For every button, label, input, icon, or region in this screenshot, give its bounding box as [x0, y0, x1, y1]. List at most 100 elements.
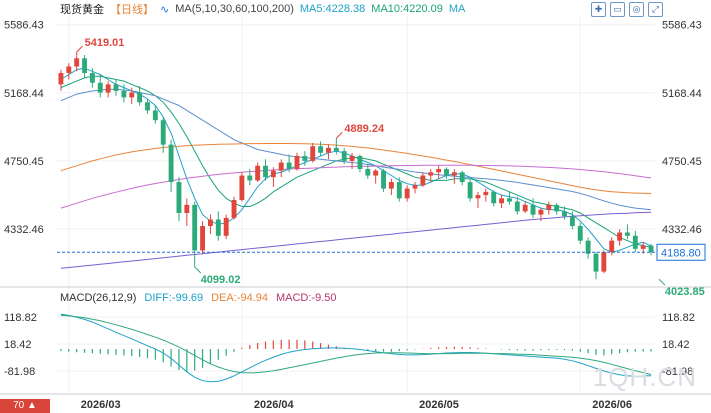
- candle-body: [601, 252, 607, 272]
- candle-body: [381, 170, 386, 189]
- price-panel-header: 现货黄金 【日线】 ∿ MA(5,10,30,60,100,200) MA5:4…: [60, 2, 465, 16]
- candle-body: [632, 235, 638, 249]
- candle-body: [326, 147, 331, 153]
- last-price-tag: [656, 243, 706, 261]
- macd-axis-label-right: 18.42: [662, 339, 690, 351]
- candle-body: [97, 82, 103, 93]
- candle-body: [239, 175, 245, 200]
- candle-body: [514, 201, 520, 212]
- annotation-label: 4023.85: [665, 286, 705, 298]
- macd-dea-line: [60, 314, 652, 375]
- candle-body: [192, 204, 198, 251]
- candle-body: [58, 72, 64, 85]
- ma30-line: [60, 88, 652, 211]
- candle-body: [530, 204, 536, 215]
- annotation-pointer: [335, 131, 343, 139]
- ma10-value: MA10:4220.09: [371, 3, 443, 15]
- candle-body: [475, 195, 481, 199]
- add-indicator-icon[interactable]: ✚: [591, 2, 606, 17]
- macd-dea-value: DEA:-94.94: [211, 292, 268, 304]
- candle-body: [341, 151, 347, 161]
- date-axis-label: 2026/05: [419, 399, 459, 411]
- candle-body: [207, 219, 213, 227]
- candle-body: [585, 240, 591, 254]
- candle-body: [270, 170, 276, 178]
- candle-body: [160, 120, 166, 145]
- candle-body: [577, 226, 583, 241]
- annotation-label: 4099.02: [201, 274, 241, 286]
- candle-body: [129, 92, 135, 98]
- price-axis-label-right: 4750.45: [662, 156, 702, 168]
- candle-body: [74, 58, 80, 67]
- candle-body: [278, 162, 284, 171]
- candle-body: [365, 169, 371, 176]
- candle-body: [247, 175, 253, 181]
- annotation-pointer: [194, 266, 202, 274]
- date-axis-label: 2026/06: [592, 399, 632, 411]
- candle-body: [137, 92, 143, 103]
- candle-body: [89, 72, 95, 83]
- candle-body: [223, 217, 229, 236]
- ma5-line: [60, 67, 652, 253]
- site-badge: 70 ▲: [0, 399, 50, 413]
- candle-body: [640, 245, 646, 249]
- macd-axis-label-right: -81.98: [662, 366, 693, 378]
- candle-body: [200, 226, 206, 251]
- candle-body: [357, 156, 363, 170]
- candle-body: [373, 170, 379, 176]
- price-axis-label-left: 5168.44: [4, 88, 44, 100]
- candle-body: [113, 84, 119, 91]
- candle-body: [506, 198, 512, 202]
- candle-body: [483, 191, 489, 196]
- candle-body: [499, 198, 505, 204]
- macd-axis-label-left: 118.82: [4, 312, 37, 324]
- candle-body: [121, 90, 127, 98]
- candle-body: [231, 199, 237, 218]
- candle-body: [444, 169, 449, 176]
- date-axis-label: 2026/03: [81, 399, 121, 411]
- candle-body: [625, 232, 630, 236]
- candle-body: [168, 144, 174, 183]
- candle-body: [286, 162, 292, 170]
- annotation-label: 4889.24: [344, 123, 385, 135]
- candle-body: [66, 66, 72, 73]
- macd-axis-label-left: -81.98: [4, 366, 35, 378]
- price-axis-label-left: 5586.43: [4, 20, 44, 32]
- candle-body: [562, 211, 567, 217]
- ma-title[interactable]: MA(5,10,30,60,100,200): [175, 3, 294, 15]
- remove-indicator-icon[interactable]: ▭: [610, 2, 625, 17]
- date-axis-label: 2026/04: [254, 399, 295, 411]
- candle-body: [436, 169, 442, 173]
- ma-more-label: MA: [448, 3, 466, 15]
- crosshair-icon[interactable]: ◎: [629, 2, 644, 17]
- candle-body: [404, 188, 410, 199]
- candle-body: [349, 156, 355, 161]
- annotation-pointer: [76, 45, 84, 53]
- candle-body: [176, 182, 182, 213]
- chart-toolbar: ✚ ▭ ◎ ⤢: [591, 2, 663, 17]
- symbol-name: 现货黄金: [60, 4, 104, 16]
- last-price-label: 4188.80: [661, 247, 701, 259]
- candle-body: [522, 204, 528, 212]
- fullscreen-icon[interactable]: ⤢: [648, 2, 663, 17]
- candle-body: [428, 172, 434, 176]
- price-axis-label-right: 4332.46: [662, 224, 702, 236]
- ma60-line: [60, 143, 652, 194]
- annotation-pointer: [658, 278, 666, 286]
- macd-title[interactable]: MACD(26,12,9): [60, 292, 137, 304]
- ma-settings-icon[interactable]: ∿: [160, 3, 170, 16]
- candle-body: [412, 185, 418, 189]
- candle-body: [388, 182, 394, 189]
- candle-body: [294, 156, 300, 170]
- ma100-line: [60, 164, 652, 209]
- price-axis-label-right: 5168.44: [662, 88, 702, 100]
- annotation-label: 5419.01: [85, 37, 125, 49]
- candle-body: [609, 240, 615, 253]
- candle-body: [420, 175, 426, 186]
- price-axis-label-left: 4332.46: [4, 224, 44, 236]
- candle-body: [255, 165, 261, 181]
- candle-body: [554, 204, 560, 212]
- timeframe-label[interactable]: 【日线】: [110, 4, 154, 16]
- ma10-line: [60, 75, 652, 248]
